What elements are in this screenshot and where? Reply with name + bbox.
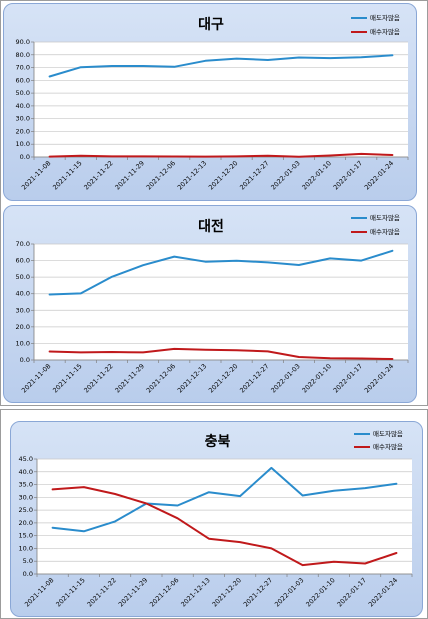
x-tick-label: 2022-01-03 [269,159,301,191]
series-line-1 [48,347,394,360]
y-tick-label: 30.0 [19,493,33,501]
y-tick-label: 0.0 [20,153,30,161]
chart-daejeon: 대전 0.0 10.0 20.0 30.0 40.0 50.0 60.0 70.0 2021-11… [16,213,409,395]
x-tick-label: 2021-11-15 [51,362,83,394]
chart-chungbuk: 충북 0.0 5.0 10.0 15.0 20.0 25.0 30.0 35.0 40.0 45.0… [19,429,413,609]
x-tick-label: 2021-11-22 [82,362,114,394]
x-tick-label: 2022-01-10 [301,159,333,191]
legend-label: 매수자많음 [370,227,400,236]
x-tick-label: 2021-12-13 [179,576,211,608]
y-tick-label: 50.0 [16,273,30,281]
y-tick-label: 40.0 [19,468,33,476]
x-tick-label: 2022-01-24 [363,159,395,191]
y-tick-label: 10.0 [19,544,33,552]
y-tick-label: 15.0 [19,532,33,540]
y-tick-label: 90.0 [16,38,30,46]
x-tick-label: 2022-01-10 [304,576,336,608]
x-tick-label: 2021-11-15 [54,576,86,608]
chart-title: 대전 [198,218,224,235]
x-tick-label: 2022-01-17 [332,159,364,191]
y-tick-label: 70.0 [16,240,30,248]
x-tick-label: 2021-11-08 [20,362,52,394]
x-tick-label: 2021-11-29 [114,159,146,191]
chart-panel-daejeon: 대전 0.0 10.0 20.0 30.0 40.0 50.0 60.0 70.0 2021-11… [3,205,417,403]
legend-label: 매도자많음 [370,213,400,222]
x-tick-label: 2021-11-29 [114,362,146,394]
x-tick-label: 2021-12-06 [145,362,177,394]
y-tick-label: 40.0 [16,102,30,110]
chart-panel-daegu: 대구 0.0 10.0 20.0 30.0 40.0 50.0 60.0 70.0 80.0 90.… [3,3,417,201]
y-tick-label: 20.0 [16,323,30,331]
x-tick-label: 2022-01-10 [301,362,333,394]
x-tick-label: 2021-12-27 [238,159,270,191]
legend-label: 매도자많음 [373,429,403,438]
x-tick-label: 2021-11-22 [86,576,118,608]
x-tick-label: 2022-01-24 [363,362,395,394]
y-tick-label: 0.0 [20,356,30,364]
x-tick-label: 2021-12-13 [176,159,208,191]
y-tick-label: 60.0 [16,76,30,84]
x-tick-label: 2022-01-03 [269,362,301,394]
y-tick-label: 5.0 [23,557,33,565]
y-tick-label: 45.0 [19,455,33,463]
series-line-1 [48,152,394,158]
x-tick-label: 2021-12-27 [238,362,270,394]
y-tick-label: 50.0 [16,89,30,97]
plot-area [37,459,412,574]
y-tick-label: 80.0 [16,51,30,59]
x-tick-label: 2021-12-06 [148,576,180,608]
x-tick-label: 2022-01-03 [273,576,305,608]
x-tick-label: 2022-01-17 [332,362,364,394]
y-tick-label: 0.0 [23,570,33,578]
y-tick-label: 20.0 [16,127,30,135]
x-tick-label: 2021-11-08 [20,159,52,191]
x-tick-label: 2021-11-22 [82,159,114,191]
series-line-0 [51,466,398,533]
x-tick-label: 2021-11-08 [23,576,55,608]
chart-panel-chungbuk: 충북 0.0 5.0 10.0 15.0 20.0 25.0 30.0 35.0 40.0 45.0… [10,421,423,617]
y-tick-label: 70.0 [16,64,30,72]
series-line-1 [51,486,398,567]
x-tick-label: 2022-01-17 [336,576,368,608]
x-tick-label: 2022-01-24 [367,576,399,608]
chart-title: 충북 [205,434,231,450]
y-tick-label: 40.0 [16,290,30,298]
legend-label: 매수자많음 [373,442,403,451]
y-tick-label: 30.0 [16,306,30,314]
y-tick-label: 60.0 [16,257,30,265]
x-tick-label: 2021-12-20 [207,362,239,394]
x-tick-label: 2021-12-06 [145,159,177,191]
chart-title: 대구 [198,17,224,33]
chart-daegu: 대구 0.0 10.0 20.0 30.0 40.0 50.0 60.0 70.0 80.0 90.… [16,13,409,192]
y-tick-label: 30.0 [16,115,30,123]
plot-area [34,42,408,157]
x-tick-label: 2021-12-27 [242,576,274,608]
y-tick-label: 10.0 [16,339,30,347]
x-tick-label: 2021-11-15 [51,159,83,191]
x-tick-label: 2021-12-13 [176,362,208,394]
x-tick-label: 2021-12-20 [211,576,243,608]
x-tick-label: 2021-11-29 [117,576,149,608]
y-tick-label: 10.0 [16,140,30,148]
y-tick-label: 20.0 [19,519,33,527]
legend-label: 매수자많음 [370,27,400,36]
y-tick-label: 25.0 [19,506,33,514]
x-tick-label: 2021-12-20 [207,159,239,191]
plot-area [34,244,408,360]
series-line-0 [48,249,394,296]
series-line-0 [48,54,394,78]
y-tick-label: 35.0 [19,481,33,489]
legend-label: 매도자많음 [370,13,400,22]
